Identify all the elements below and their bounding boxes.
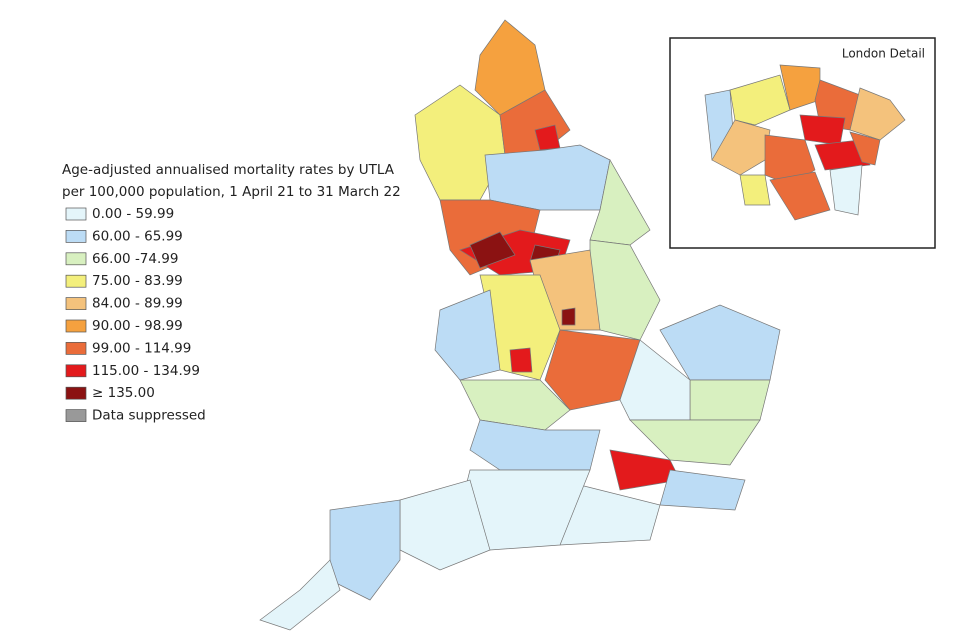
legend-swatch bbox=[65, 409, 87, 422]
region bbox=[589, 159, 651, 246]
legend-swatch bbox=[65, 364, 87, 378]
legend-title: per 100,000 population, 1 April 21 to 31… bbox=[62, 184, 401, 200]
region bbox=[434, 289, 501, 381]
legend-swatch bbox=[65, 207, 87, 221]
region bbox=[659, 469, 746, 511]
legend-label: Data suppressed bbox=[92, 408, 206, 424]
legend-title: Age-adjusted annualised mortality rates … bbox=[62, 162, 395, 178]
region bbox=[561, 307, 576, 326]
legend-label: ≥ 135.00 bbox=[92, 385, 155, 401]
legend-label: 0.00 - 59.99 bbox=[92, 206, 174, 222]
legend-swatch bbox=[65, 386, 87, 400]
region bbox=[484, 144, 611, 211]
region bbox=[469, 231, 516, 269]
legend-swatch bbox=[65, 230, 87, 243]
legend-label: 115.00 - 134.99 bbox=[92, 363, 200, 379]
region bbox=[589, 239, 661, 341]
legend-label: 60.00 - 65.99 bbox=[92, 228, 183, 244]
legend: 0.00 - 59.99 60.00 - 65.99 66.00 -74.99 75.… bbox=[65, 206, 206, 424]
region bbox=[829, 164, 863, 216]
legend-swatch bbox=[65, 297, 87, 310]
region bbox=[739, 174, 771, 206]
region bbox=[629, 419, 761, 466]
region bbox=[259, 559, 341, 631]
region bbox=[689, 379, 771, 421]
region bbox=[849, 87, 906, 141]
inset-title: London Detail bbox=[842, 47, 925, 61]
region bbox=[544, 329, 641, 411]
region bbox=[729, 74, 791, 126]
london-map bbox=[704, 64, 906, 221]
legend-swatch bbox=[65, 342, 87, 355]
legend-label: 99.00 - 114.99 bbox=[92, 340, 191, 356]
england-map bbox=[259, 19, 781, 631]
legend-label: 90.00 - 98.99 bbox=[92, 318, 183, 334]
legend-label: 84.00 - 89.99 bbox=[92, 296, 183, 312]
region bbox=[769, 171, 831, 221]
region bbox=[329, 499, 401, 601]
legend-label: 66.00 -74.99 bbox=[92, 251, 178, 267]
region bbox=[459, 379, 571, 431]
legend-swatch bbox=[65, 252, 87, 266]
legend-label: 75.00 - 83.99 bbox=[92, 273, 183, 289]
legend-swatch bbox=[65, 319, 87, 333]
region bbox=[849, 131, 881, 166]
region bbox=[509, 347, 533, 373]
region bbox=[799, 114, 846, 146]
region bbox=[659, 304, 781, 381]
legend-swatch bbox=[65, 274, 87, 288]
